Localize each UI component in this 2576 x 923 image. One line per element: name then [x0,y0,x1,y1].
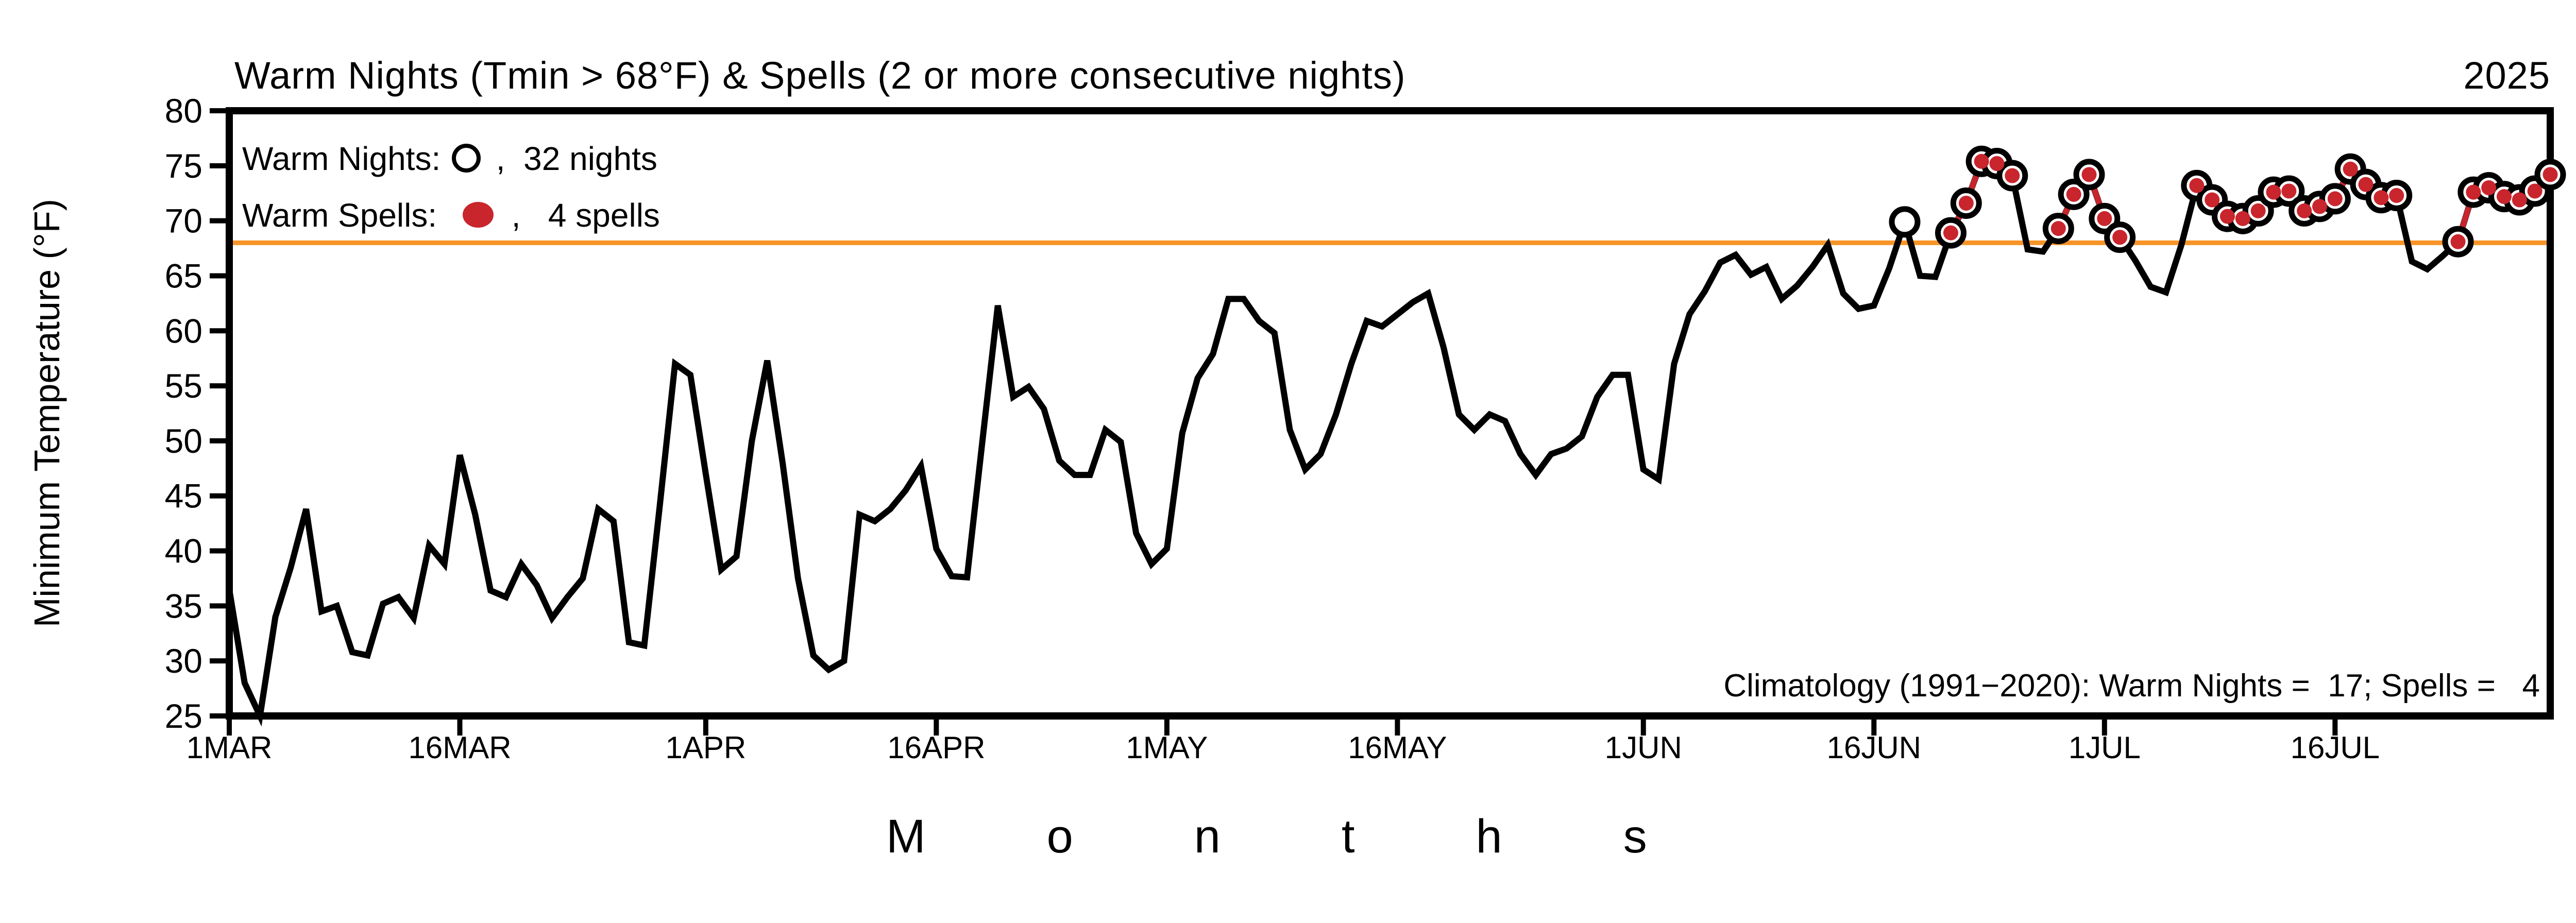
legend-warm-nights-label: Warm Nights: [242,140,440,177]
y-tick-label: 75 [165,147,202,185]
spell-night-dot [2389,188,2404,203]
y-tick-label: 40 [165,532,202,570]
spell-night-dot [1958,195,1974,211]
spell-night-dot [2297,203,2312,218]
x-tick-label: 1JUN [1605,730,1682,765]
legend-warm-spells-count: , 4 spells [502,197,660,234]
spell-night-dot [2450,234,2466,249]
spell-night-dot [2081,167,2097,182]
y-tick-label: 65 [165,257,202,295]
x-tick-label: 1APR [665,730,746,765]
legend-warm-nights-count: , 32 nights [487,140,657,177]
spell-night-dot [2343,161,2358,177]
y-axis-title: Minimum Temperature (°F) [27,199,67,627]
spell-night-dot [2066,186,2081,202]
min-temperature-line [226,158,2553,727]
y-tick-label: 35 [165,587,202,625]
spell-night-dot [1943,225,1958,241]
legend-warm-spells-label: Warm Spells: [242,197,446,234]
spell-night-dot [2527,183,2543,199]
plot-area: 25 30 35 40 45 50 55 60 65 70 75 80 1MAR 16MAR 1APR 16A… [165,92,2566,765]
spell-night-dot [2189,178,2205,193]
plot-frame [226,107,2554,720]
y-tick-label: 45 [165,477,202,515]
x-tick-label: 16JUL [2291,730,2380,765]
legend: Warm Nights: , 32 nights Warm Spells: , … [242,140,660,234]
y-tick-label: 80 [165,92,202,130]
y-tick-label: 70 [165,202,202,240]
spell-night-dot [2374,190,2389,206]
spell-night-dot [2466,184,2481,200]
year-label: 2025 [2463,54,2550,97]
spell-night-dot [2496,189,2512,204]
spell-night-dot [1974,153,1989,169]
warm-spell-legend-icon [463,202,494,228]
spell-night-dot [1989,156,2005,172]
warm-night-legend-icon [452,144,481,173]
x-tick-label: 1JUL [2069,730,2141,765]
spell-night-dot [2312,199,2327,214]
spell-night-dot [2327,191,2343,207]
y-tick-label: 25 [165,697,202,735]
spell-night-dot [2512,192,2527,208]
spell-night-dot [2235,211,2250,226]
spell-night-dot [2543,167,2558,182]
y-tick-label: 50 [165,422,202,460]
x-tick-label: 16JUN [1827,730,1921,765]
x-tick-label: 1MAR [187,730,273,765]
y-tick-label: 60 [165,312,202,350]
spell-night-dot [2250,203,2266,218]
spell-night-dot [2281,183,2297,199]
spell-night-dot [2050,221,2066,236]
y-tick-label: 30 [165,642,202,680]
spell-night-dot [2266,184,2281,200]
spell-night-dot [2097,211,2112,226]
y-tick-label: 55 [165,367,202,405]
warm-night-marker [1889,206,1921,238]
spell-night-dot [2358,177,2374,192]
spell-night-dot [2205,192,2220,208]
spell-night-dot [2219,209,2235,224]
x-axis-title: Months [886,810,1768,863]
spell-night-dot [2112,230,2128,245]
x-tick-label: 16MAY [1348,730,1447,765]
climatology-note: Climatology (1991−2020): Warm Nights = 1… [1723,668,2540,704]
x-tick-label: 16APR [887,730,985,765]
chart-title: Warm Nights (Tmin > 68°F) & Spells (2 or… [234,54,1405,97]
spell-night-dot [2005,168,2020,183]
x-tick-label: 1MAY [1126,730,1208,765]
x-tick-label: 16MAR [408,730,511,765]
spell-night-dot [2481,180,2497,196]
